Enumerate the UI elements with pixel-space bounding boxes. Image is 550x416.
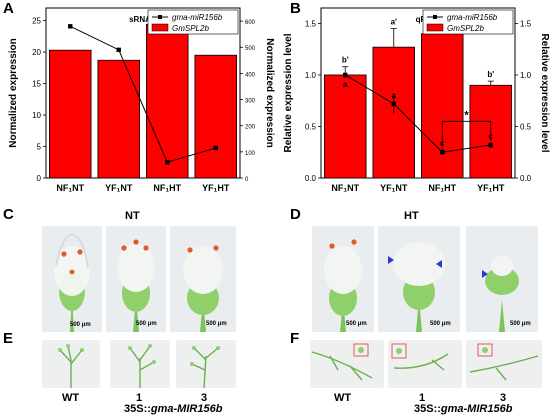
y-axis-label: Relative expression level xyxy=(283,33,294,152)
legend-bar-swatch xyxy=(151,23,169,32)
panel-letter-d: D xyxy=(290,206,301,223)
y-tick-label-5: 25 xyxy=(32,17,41,26)
y2-tick-label-1: 0.5 xyxy=(520,122,532,131)
bar-1 xyxy=(97,59,141,179)
y2-tick-label-3: 300 xyxy=(245,99,256,105)
bar-2 xyxy=(145,23,189,179)
panel-letter-e: E xyxy=(3,330,14,347)
line-point-1 xyxy=(116,47,121,53)
line-point-3 xyxy=(213,145,218,151)
y-tick-label-0: 0 xyxy=(37,174,42,183)
panel-e-label-3: 3 xyxy=(201,392,208,404)
flower-photo-nf1-nt xyxy=(42,226,102,332)
y2-tick-label-0: 0.0 xyxy=(520,174,532,183)
significance-star: * xyxy=(464,109,469,121)
y-tick-label-0: 0.0 xyxy=(305,174,317,183)
panel-e-transgene: 35S::gma-MIR156b xyxy=(124,403,223,415)
x-tick-label-3: YF₁HT xyxy=(477,183,505,193)
panel-f-label-3: 3 xyxy=(500,392,507,404)
scale-bar-label: 500 μm xyxy=(510,321,531,327)
panel-f-label-1: 1 xyxy=(419,392,426,404)
panel-e-label-wt: WT xyxy=(62,392,80,404)
line-letter-1: a xyxy=(392,91,397,100)
legend-label-bar: GmSPL2b xyxy=(447,24,484,33)
plant-photo-e-wt xyxy=(42,340,100,388)
plot-frame xyxy=(45,7,241,179)
chart-b: qRT-PCRb'NF₁NTa'YF₁NTa'NF₁HTb'YF₁HTaacc0… xyxy=(283,7,550,193)
line-letter-0: a xyxy=(343,80,348,89)
y2-axis-label: Relative expression level xyxy=(539,34,550,153)
bar-letter-0: b' xyxy=(342,56,349,65)
scale-bar-label: 500 μm xyxy=(206,321,227,327)
y2-tick-label-5: 500 xyxy=(245,46,256,52)
x-tick-label-2: NF₁HT xyxy=(153,183,181,193)
y2-tick-label-1: 100 xyxy=(245,151,256,157)
y-tick-label-3: 1.5 xyxy=(305,19,317,28)
legend-line-marker xyxy=(158,15,162,19)
panel-d-title: HT xyxy=(404,210,419,222)
plant-photo-f-line3 xyxy=(466,340,542,388)
panel-letter-f: F xyxy=(290,330,300,347)
chart-a: sRNA/RNA-seqNF₁NTYF₁NTNF₁HTYF₁HT05101520… xyxy=(8,7,275,193)
x-tick-label-0: NF₁NT xyxy=(331,183,359,193)
plant-photo-e-line3 xyxy=(176,340,236,388)
bar-letter-3: b' xyxy=(487,70,494,79)
scale-bar-label: 500 μm xyxy=(430,321,451,327)
y2-tick-label-2: 200 xyxy=(245,125,256,131)
y-tick-label-1: 0.5 xyxy=(305,122,317,131)
panel-f-label-wt: WT xyxy=(334,392,352,404)
x-tick-label-1: YF₁NT xyxy=(380,183,408,193)
line-point-0 xyxy=(68,24,73,29)
scale-bar-label: 500 μm xyxy=(70,322,91,328)
x-tick-label-2: NF₁HT xyxy=(428,183,456,193)
legend-label-bar: GmSPL2b xyxy=(172,24,209,33)
plant-photo-f-wt xyxy=(310,340,384,388)
y-tick-label-1: 5 xyxy=(37,143,42,152)
y-axis-label: Normalized expression xyxy=(8,38,19,147)
plot-frame xyxy=(320,7,516,179)
flower-photo-ht-1: 500 μm xyxy=(312,226,374,332)
y2-tick-label-3: 1.5 xyxy=(520,19,532,28)
y-tick-label-2: 10 xyxy=(32,111,41,120)
y2-tick-label-6: 600 xyxy=(245,20,256,26)
panel-e-label-1: 1 xyxy=(136,392,143,404)
legend-line-marker xyxy=(433,15,437,19)
bar-2 xyxy=(420,33,464,179)
plant-photo-f-line1 xyxy=(388,340,462,388)
legend-label-line: gma-miR156b xyxy=(172,13,223,22)
legend-bar-swatch xyxy=(426,23,444,32)
panel-c-title: NT xyxy=(125,210,140,222)
y2-tick-label-4: 400 xyxy=(245,72,256,78)
y-tick-label-2: 1.0 xyxy=(305,71,317,80)
bar-0 xyxy=(48,49,92,179)
y2-axis-label: Normalized expression xyxy=(264,38,275,147)
flower-photo-ht-2: 500 μm xyxy=(378,226,460,332)
line-point-2 xyxy=(165,160,170,165)
panel-letter-b: B xyxy=(290,0,301,17)
x-tick-label-1: YF₁NT xyxy=(105,183,133,193)
scale-bar-label: 500 μm xyxy=(136,321,157,327)
line-series xyxy=(70,25,216,163)
flower-photo-nf1-ht: 500 μm xyxy=(170,226,236,332)
plant-photo-e-line1 xyxy=(110,340,170,388)
y-tick-label-4: 20 xyxy=(32,48,41,57)
panel-letter-c: C xyxy=(3,206,14,223)
bar-0 xyxy=(323,74,367,179)
significance-bracket xyxy=(441,120,492,151)
y2-tick-label-2: 1.0 xyxy=(520,71,532,80)
panel-f-transgene: 35S::gma-MIR156b xyxy=(414,403,513,415)
bar-3 xyxy=(194,54,238,179)
y2-tick-label-0: 0 xyxy=(245,177,249,183)
bar-letter-1: a' xyxy=(391,18,397,27)
scale-bar-label: 500 μm xyxy=(346,321,367,327)
flower-photo-yf1-nt: 500 μm xyxy=(106,226,166,332)
legend-label-line: gma-miR156b xyxy=(447,13,498,22)
x-tick-label-3: YF₁HT xyxy=(202,183,230,193)
panel-letter-a: A xyxy=(3,0,14,17)
x-tick-label-0: NF₁NT xyxy=(56,183,84,193)
line-series xyxy=(344,74,491,153)
flower-photo-ht-3: 500 μm xyxy=(466,226,538,332)
y-tick-label-3: 15 xyxy=(32,80,41,89)
